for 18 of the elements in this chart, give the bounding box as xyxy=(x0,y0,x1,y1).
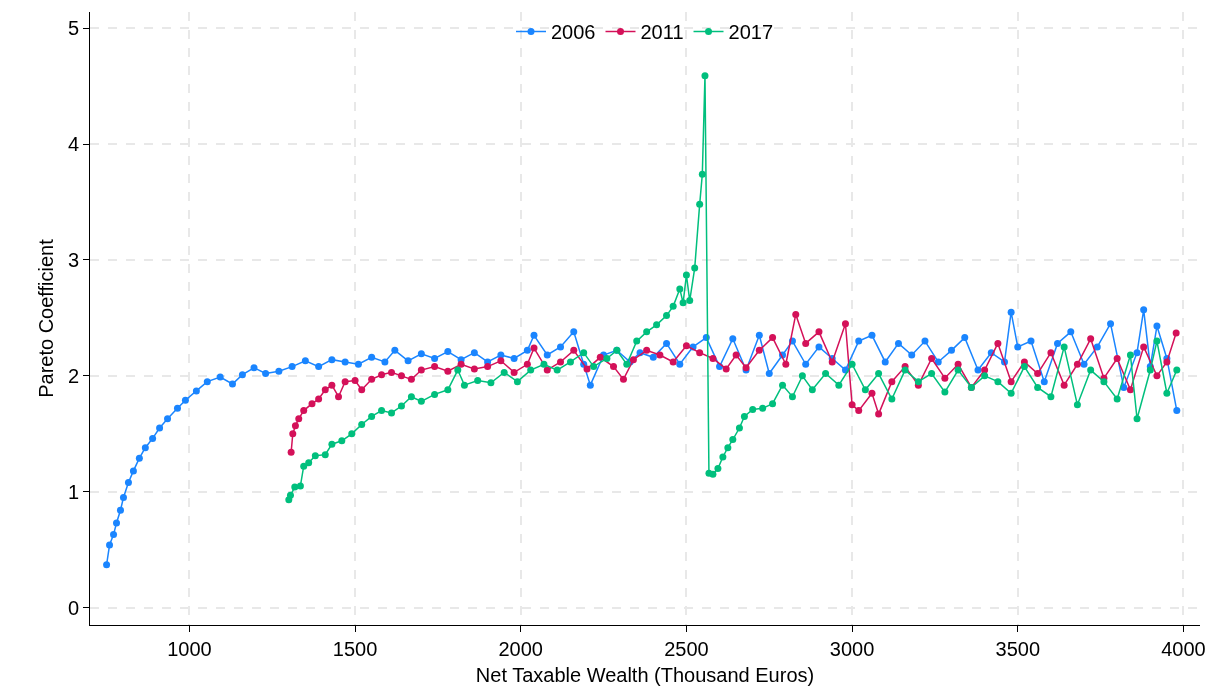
legend-label: 2006 xyxy=(551,21,596,44)
x-axis-title: Net Taxable Wealth (Thousand Euros) xyxy=(475,663,815,686)
y-tick-label: 1 xyxy=(67,480,79,503)
legend-label: 2017 xyxy=(728,21,774,44)
x-tick-label: 1000 xyxy=(167,638,212,660)
y-tick-label: 5 xyxy=(67,17,79,40)
y-tick-label: 0 xyxy=(67,596,79,619)
x-tick-label: 2000 xyxy=(498,638,543,660)
legend-label: 2011 xyxy=(640,21,684,44)
x-tick-label: 2500 xyxy=(664,638,709,660)
x-tick-label: 3500 xyxy=(995,638,1041,660)
x-tick-label: 1500 xyxy=(332,638,378,660)
x-tick-label: 4000 xyxy=(1161,638,1206,660)
y-tick-label: 2 xyxy=(67,364,79,387)
y-axis-title: Pareto Coefficient xyxy=(35,238,58,398)
x-tick-label: 3000 xyxy=(829,638,875,660)
y-tick-label: 4 xyxy=(67,133,79,156)
y-tick-label: 3 xyxy=(67,248,79,271)
